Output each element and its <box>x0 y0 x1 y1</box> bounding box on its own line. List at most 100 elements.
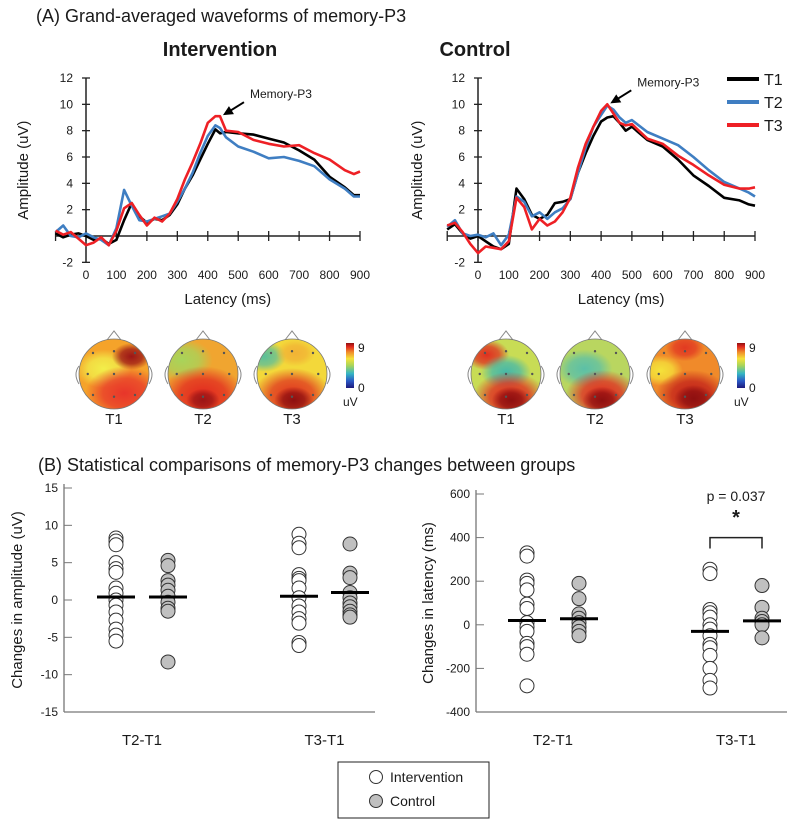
topomap-label: T3 <box>283 411 301 428</box>
electrode-dot <box>483 351 487 355</box>
electrode-dot <box>91 351 95 355</box>
y-tick-label: 12 <box>452 71 466 85</box>
ear-icon <box>540 365 545 385</box>
electrode-dot <box>86 372 89 376</box>
electrode-dot <box>180 393 184 397</box>
topomap-region <box>257 341 287 372</box>
colorbar-min-label: 0 <box>358 381 365 395</box>
y-tick-label: -2 <box>62 255 73 269</box>
nose-icon <box>587 330 603 341</box>
x-tick-label: 900 <box>745 268 765 282</box>
legend-marker-intervention <box>369 770 383 784</box>
data-point-intervention <box>519 582 535 598</box>
topomap-region <box>491 386 531 409</box>
data-point-intervention <box>519 600 535 616</box>
annotation-label: Memory-P3 <box>637 75 699 89</box>
electrode-dot <box>593 350 597 353</box>
data-point-intervention <box>291 540 307 556</box>
x-category-label: T3-T1 <box>716 732 756 749</box>
y-tick-label: 200 <box>450 574 470 588</box>
annotation-label: Memory-P3 <box>250 87 312 101</box>
y-tick-label: 4 <box>66 176 73 190</box>
control-waveform-chart: Control -2 2 4 6 8 10 12 0 100 200 300 400 500 600 700 8… <box>409 39 765 308</box>
topomap-label: T1 <box>105 411 123 428</box>
electrode-dot <box>531 372 534 376</box>
electrode-dot <box>683 350 687 353</box>
electrode-dot <box>593 395 597 398</box>
waveform-line-t3 <box>446 103 756 255</box>
x-tick-label: 0 <box>475 268 482 282</box>
electrode-dot <box>201 350 205 353</box>
electrode-dot <box>112 350 116 353</box>
y-tick-label: 6 <box>66 150 73 164</box>
p-value-label: p = 0.037 <box>707 488 766 504</box>
electrode-dot <box>201 395 205 398</box>
ear-icon <box>467 365 472 385</box>
y-tick-label: 0 <box>463 618 470 632</box>
electrode-dot <box>710 372 713 376</box>
electrode-dot <box>662 393 666 397</box>
topomap-label: T2 <box>586 411 604 428</box>
x-tick-label: 200 <box>530 268 550 282</box>
legend-marker-control <box>369 794 383 808</box>
waveform-line-t1 <box>446 114 756 251</box>
data-point-intervention <box>702 647 718 663</box>
electrode-dot <box>614 351 618 355</box>
topomap-label: T2 <box>194 411 212 428</box>
topomap-region <box>274 386 314 409</box>
nose-icon <box>106 330 122 341</box>
data-point-intervention <box>291 615 307 631</box>
electrode-dot <box>525 393 529 397</box>
nose-icon <box>677 330 693 341</box>
data-point-intervention <box>519 548 535 564</box>
electrode-dot <box>483 393 487 397</box>
x-tick-label: 300 <box>560 268 580 282</box>
data-point-control <box>571 575 587 591</box>
x-category-label: T2-T1 <box>533 732 573 749</box>
intervention-waveform-chart: Intervention -2 2 4 6 8 10 12 0 100 200 300 400 500 60… <box>15 39 370 308</box>
electrode-dot <box>704 351 708 355</box>
y-axis-label: Amplitude (uV) <box>409 121 426 220</box>
x-category-label: T2-T1 <box>122 732 162 749</box>
x-tick-label: 400 <box>198 268 218 282</box>
panel-a-title: (A) Grand-averaged waveforms of memory-P… <box>36 6 406 26</box>
x-tick-label: 800 <box>320 268 340 282</box>
x-tick-label: 700 <box>683 268 703 282</box>
legend-label: T2 <box>764 95 783 112</box>
y-tick-label: -200 <box>446 661 470 675</box>
amplitude-change-scatter: -15 -10 -5 0 5 10 15 Changes in amplitude (uV) T… <box>9 481 375 749</box>
data-point-intervention <box>519 678 535 694</box>
data-point-control <box>342 570 358 586</box>
legend-box <box>337 761 490 819</box>
electrode-dot <box>91 393 95 397</box>
electrode-dot <box>572 351 576 355</box>
ear-icon <box>75 365 80 385</box>
significance-star-icon: * <box>732 507 740 529</box>
colorbar <box>346 343 354 388</box>
y-tick-label: 8 <box>458 124 465 138</box>
data-point-intervention <box>519 646 535 662</box>
topomap-region <box>275 339 316 367</box>
x-axis-label: Latency (ms) <box>578 291 665 308</box>
latency-change-scatter: -400 -200 0 200 400 600 Changes in latency (ms… <box>420 487 787 749</box>
significance-bracket <box>709 536 763 549</box>
x-tick-label: 500 <box>228 268 248 282</box>
electrode-dot <box>290 350 294 353</box>
chart-title: Control <box>439 39 510 61</box>
topomap-label: T3 <box>676 411 694 428</box>
topomap-head <box>650 339 720 409</box>
legend-label: T1 <box>764 72 783 89</box>
y-tick-label: 2 <box>66 203 73 217</box>
y-axis-label: Amplitude (uV) <box>15 121 32 220</box>
electrode-dot <box>662 351 666 355</box>
arrow-head-icon <box>610 94 622 104</box>
data-point-control <box>754 630 770 646</box>
electrode-dot <box>614 393 618 397</box>
electrode-dot <box>175 372 178 376</box>
electrode-dot <box>620 372 623 376</box>
y-axis-label: Changes in latency (ms) <box>420 522 437 684</box>
y-tick-label: 10 <box>60 97 74 111</box>
x-tick-label: 500 <box>622 268 642 282</box>
ear-icon <box>148 365 153 385</box>
